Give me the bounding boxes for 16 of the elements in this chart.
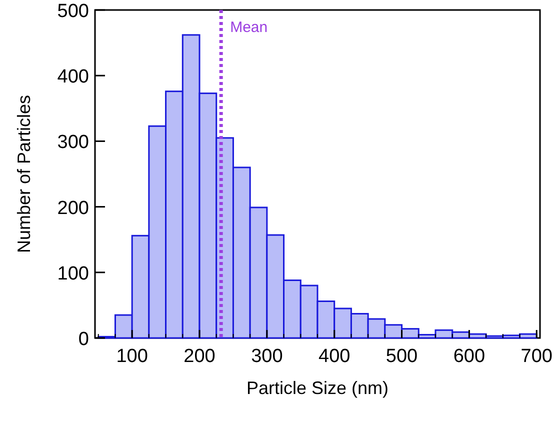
y-tick-label: 100 xyxy=(57,263,89,284)
x-tick-label: 300 xyxy=(251,346,283,367)
y-axis-title: Number of Particles xyxy=(14,94,34,254)
x-axis-title: Particle Size (nm) xyxy=(246,378,389,398)
y-tick-label: 300 xyxy=(57,132,89,154)
y-tick-label: 0 xyxy=(78,329,89,350)
y-tick-label: 200 xyxy=(57,198,89,219)
ref-line-label: Mean xyxy=(230,19,268,36)
x-tick-label: 400 xyxy=(318,346,350,367)
x-tick-label: 200 xyxy=(184,346,216,367)
x-tick-label: 500 xyxy=(386,346,418,367)
y-tick-label: 500 xyxy=(57,1,89,22)
x-tick-label: 100 xyxy=(116,346,148,367)
y-tick-label: 400 xyxy=(57,66,89,88)
x-tick-label: 700 xyxy=(520,346,552,367)
x-tick-label: 600 xyxy=(453,346,486,367)
